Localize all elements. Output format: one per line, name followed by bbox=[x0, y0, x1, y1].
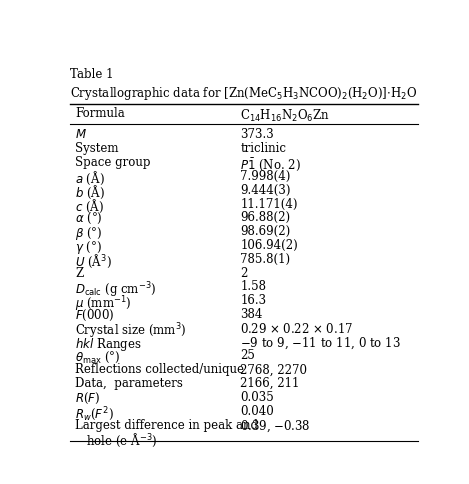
Text: 9.444(3): 9.444(3) bbox=[240, 183, 291, 197]
Text: 98.69(2): 98.69(2) bbox=[240, 225, 291, 238]
Text: Largest difference in peak and: Largest difference in peak and bbox=[75, 418, 258, 431]
Text: Crystal size (mm$^3$): Crystal size (mm$^3$) bbox=[75, 321, 187, 341]
Text: Reflections collected/unique: Reflections collected/unique bbox=[75, 363, 244, 376]
Text: 373.3: 373.3 bbox=[240, 128, 274, 141]
Text: $U$ (Å$^3$): $U$ (Å$^3$) bbox=[75, 252, 112, 269]
Text: $D_\mathrm{calc}$ (g cm$^{-3}$): $D_\mathrm{calc}$ (g cm$^{-3}$) bbox=[75, 280, 156, 300]
Text: $-$9 to 9, $-$11 to 11, 0 to 13: $-$9 to 9, $-$11 to 11, 0 to 13 bbox=[240, 335, 401, 350]
Text: 2166, 211: 2166, 211 bbox=[240, 377, 300, 389]
Text: Table 1: Table 1 bbox=[69, 67, 113, 80]
Text: $\mu$ (mm$^{-1}$): $\mu$ (mm$^{-1}$) bbox=[75, 294, 131, 313]
Text: $R$($F$): $R$($F$) bbox=[75, 390, 100, 405]
Text: System: System bbox=[75, 142, 119, 155]
Text: Crystallographic data for [Zn(MeC$_5$H$_3$NCOO)$_2$(H$_2$O)]$\cdot$H$_2$O: Crystallographic data for [Zn(MeC$_5$H$_… bbox=[69, 85, 416, 102]
Text: C$_{14}$H$_{16}$N$_2$O$_6$Zn: C$_{14}$H$_{16}$N$_2$O$_6$Zn bbox=[240, 107, 330, 123]
Text: 2768, 2270: 2768, 2270 bbox=[240, 363, 307, 376]
Text: 785.8(1): 785.8(1) bbox=[240, 252, 290, 265]
Text: $\gamma$ (°): $\gamma$ (°) bbox=[75, 239, 102, 256]
Text: $R_w$($F^2$): $R_w$($F^2$) bbox=[75, 404, 114, 422]
Text: 0.39, $-$0.38: 0.39, $-$0.38 bbox=[240, 418, 311, 433]
Text: 0.035: 0.035 bbox=[240, 390, 274, 403]
Text: $M$: $M$ bbox=[75, 128, 87, 141]
Text: 96.88(2): 96.88(2) bbox=[240, 211, 290, 224]
Text: 7.998(4): 7.998(4) bbox=[240, 169, 291, 182]
Text: 2: 2 bbox=[240, 266, 248, 279]
Text: 0.29 $\times$ 0.22 $\times$ 0.17: 0.29 $\times$ 0.22 $\times$ 0.17 bbox=[240, 321, 354, 335]
Text: hole (e Å$^{-3}$): hole (e Å$^{-3}$) bbox=[75, 432, 158, 449]
Text: $c$ (Å): $c$ (Å) bbox=[75, 197, 104, 214]
Text: $P\bar{1}$ (No. 2): $P\bar{1}$ (No. 2) bbox=[240, 156, 301, 172]
Text: 384: 384 bbox=[240, 307, 263, 320]
Text: $\alpha$ (°): $\alpha$ (°) bbox=[75, 211, 103, 226]
Text: triclinic: triclinic bbox=[240, 142, 287, 155]
Text: Data,  parameters: Data, parameters bbox=[75, 377, 183, 389]
Text: $F$(000): $F$(000) bbox=[75, 307, 114, 322]
Text: 106.94(2): 106.94(2) bbox=[240, 239, 298, 251]
Text: $\beta$ (°): $\beta$ (°) bbox=[75, 225, 102, 242]
Text: 16.3: 16.3 bbox=[240, 294, 266, 306]
Text: $a$ (Å): $a$ (Å) bbox=[75, 169, 105, 186]
Text: Space group: Space group bbox=[75, 156, 151, 169]
Text: $b$ (Å): $b$ (Å) bbox=[75, 183, 105, 200]
Text: Z: Z bbox=[75, 266, 83, 279]
Text: 11.171(4): 11.171(4) bbox=[240, 197, 298, 210]
Text: 25: 25 bbox=[240, 349, 255, 362]
Text: 0.040: 0.040 bbox=[240, 404, 274, 417]
Text: Formula: Formula bbox=[75, 107, 125, 120]
Text: 1.58: 1.58 bbox=[240, 280, 266, 293]
Text: $\theta_\mathrm{max}$ (°): $\theta_\mathrm{max}$ (°) bbox=[75, 349, 121, 364]
Text: $hkl$ Ranges: $hkl$ Ranges bbox=[75, 335, 142, 352]
